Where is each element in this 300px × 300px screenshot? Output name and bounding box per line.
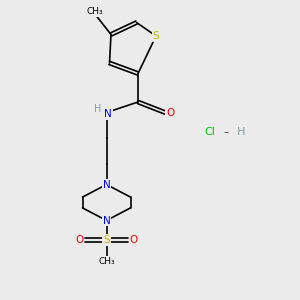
Text: N: N — [103, 215, 110, 226]
Text: S: S — [153, 31, 159, 41]
Text: N: N — [104, 109, 112, 119]
Text: H: H — [94, 104, 102, 114]
Text: O: O — [129, 235, 138, 245]
Text: H: H — [237, 127, 246, 137]
Text: Cl: Cl — [205, 127, 215, 137]
Text: S: S — [103, 235, 110, 245]
Text: N: N — [103, 179, 110, 190]
Text: CH₃: CH₃ — [86, 8, 103, 16]
Text: CH₃: CH₃ — [98, 256, 115, 266]
Text: O: O — [166, 107, 175, 118]
Text: O: O — [75, 235, 84, 245]
Text: –: – — [224, 127, 229, 137]
